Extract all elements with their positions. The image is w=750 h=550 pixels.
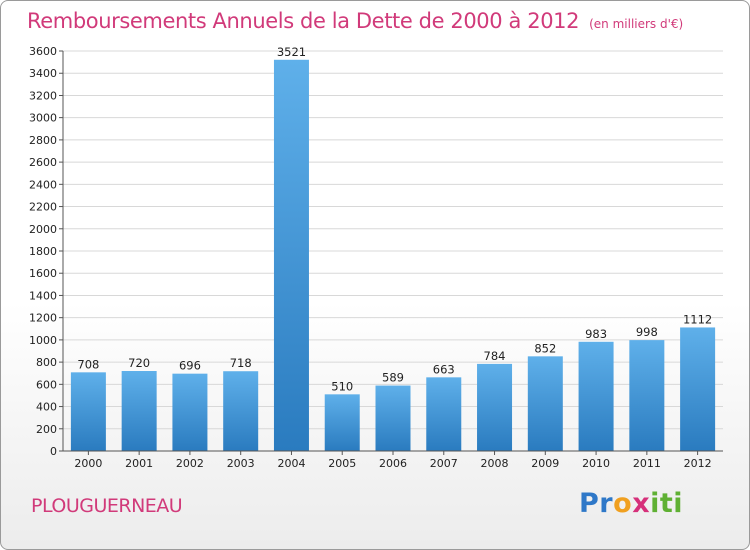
bar [375,385,411,451]
bar [121,371,157,451]
x-tick-label: 2009 [531,457,559,470]
y-tick-label: 1600 [29,267,57,280]
bar [70,372,106,451]
bar [172,373,208,451]
bar [324,394,360,451]
y-tick-label: 600 [36,378,57,391]
x-tick-label: 2002 [176,457,204,470]
bar [527,356,563,451]
logo-letter: P [579,488,600,519]
y-tick-label: 2200 [29,201,57,214]
bar-value-label: 720 [128,356,150,370]
bar-value-label: 998 [636,325,658,339]
bar-value-label: 708 [77,357,99,371]
x-tick-label: 2005 [328,457,356,470]
bar-value-label: 589 [382,371,404,385]
logo-letter: o [613,488,633,519]
x-tick-label: 2012 [684,457,712,470]
x-tick-label: 2011 [633,457,661,470]
bars: 708 720 696 718 3521 510 589 663 784 852 983 998 111… [70,45,716,452]
y-tick-label: 200 [36,423,57,436]
bar-value-label: 696 [179,359,201,373]
x-tick-label: 2004 [277,457,305,470]
x-tick-label: 2007 [430,457,458,470]
bar-value-label: 1112 [683,312,712,326]
bar-value-label: 510 [331,379,353,393]
x-tick-label: 2003 [227,457,255,470]
y-tick-label: 1800 [29,245,57,258]
x-tick-label: 2001 [125,457,153,470]
chart-title-text: Remboursements Annuels de la Dette de 20… [27,9,580,33]
bar [477,363,513,451]
x-tick-label: 2000 [74,457,102,470]
x-axis: 2000 2001 2002 2003 2004 2005 2006 2007 2008 2009… [63,450,723,470]
bar-value-label: 3521 [277,45,306,59]
bar [426,377,462,451]
x-tick-label: 2006 [379,457,407,470]
y-tick-label: 2800 [29,134,57,147]
proxiti-logo: Proxiti [579,488,683,519]
logo-letter: i [673,488,684,519]
chart-subtitle: (en milliers d'€) [589,17,684,31]
y-tick-label: 2400 [29,178,57,191]
logo-letter: x [632,488,651,519]
y-tick-label: 3200 [29,89,57,102]
bar-value-label: 784 [484,349,506,363]
bar [680,327,716,451]
bar-value-label: 663 [433,362,455,376]
y-tick-label: 3000 [29,112,57,125]
y-tick-label: 2000 [29,223,57,236]
y-tick-label: 0 [50,445,57,458]
bar [223,371,259,451]
bar [578,341,614,451]
logo-letter: r [599,488,614,519]
y-tick-label: 1000 [29,334,57,347]
y-tick-label: 2600 [29,156,57,169]
x-tick-label: 2010 [582,457,610,470]
chart-title: Remboursements Annuels de la Dette de 20… [27,9,683,33]
y-tick-label: 3400 [29,67,57,80]
bar-value-label: 852 [534,341,556,355]
bar [629,340,665,451]
logo-letter: i [650,488,660,519]
y-tick-label: 1200 [29,312,57,325]
y-axis: 0 200 400 600 800 1000 1200 1400 1600 1800 2000 220… [29,45,64,458]
y-tick-label: 1400 [29,289,57,302]
logo-letter: t [659,488,674,519]
bar [273,59,309,452]
x-tick-label: 2008 [481,457,509,470]
y-tick-label: 800 [36,356,57,369]
bar-value-label: 718 [230,356,252,370]
bar-value-label: 983 [585,327,607,341]
commune-name: PLOUGUERNEAU [31,495,183,517]
y-tick-label: 3600 [29,45,57,58]
y-tick-label: 400 [36,401,57,414]
